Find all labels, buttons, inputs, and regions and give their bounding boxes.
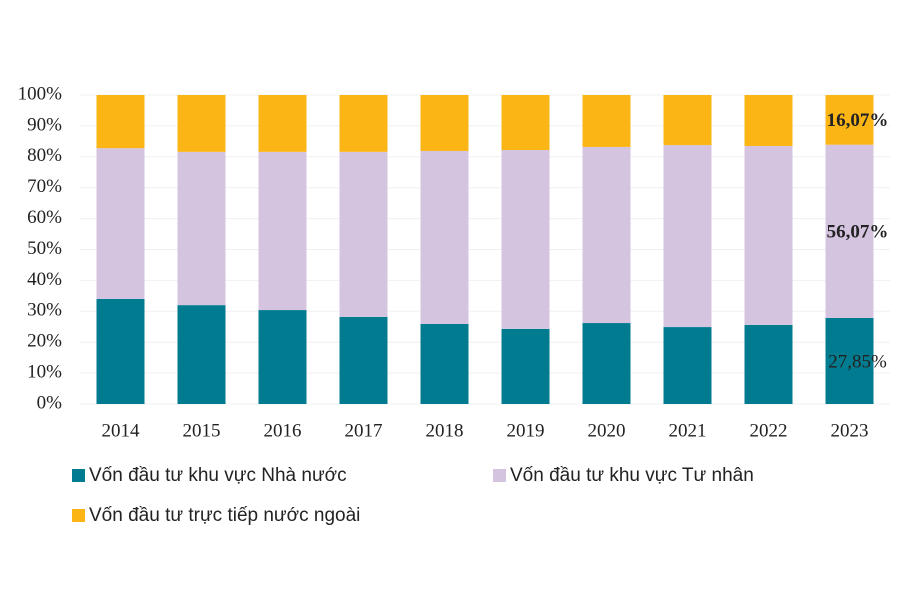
bar-segment	[96, 95, 145, 149]
bar-segment	[663, 145, 712, 328]
x-tick-label: 2017	[345, 420, 383, 441]
bar-segment	[501, 150, 550, 329]
value-label: 56,07%	[827, 222, 889, 243]
legend-swatch	[493, 469, 506, 482]
y-tick-label: 50%	[27, 238, 62, 259]
y-tick-label: 0%	[37, 392, 63, 413]
bar-segment	[825, 317, 874, 404]
x-tick-label: 2019	[507, 420, 545, 441]
bar-segment	[420, 323, 469, 404]
x-tick-label: 2018	[426, 420, 464, 441]
y-tick-label: 90%	[27, 114, 62, 135]
y-tick-label: 40%	[27, 269, 62, 290]
y-tick-label: 30%	[27, 300, 62, 321]
bar-segment	[582, 95, 631, 147]
value-label: 27,85%	[828, 351, 887, 372]
bar-segment	[96, 298, 145, 404]
x-tick-label: 2014	[102, 420, 141, 441]
bar-segment	[582, 146, 631, 324]
bar-segment	[663, 327, 712, 404]
bar-segment	[258, 310, 307, 404]
bar-segment	[339, 151, 388, 317]
bar-segment	[177, 305, 226, 404]
y-tick-label: 80%	[27, 145, 62, 166]
bar-segment	[177, 95, 226, 152]
bar-segment	[825, 95, 874, 145]
bar-segment	[420, 95, 469, 151]
x-tick-label: 2020	[588, 420, 626, 441]
bar-segment	[339, 95, 388, 152]
value-label: 16,07%	[827, 110, 889, 131]
bar-segment	[663, 95, 712, 146]
legend-label: Vốn đầu tư trực tiếp nước ngoài	[89, 505, 360, 526]
legend-label: Vốn đầu tư khu vực Tư nhân	[510, 465, 754, 486]
bar-segment	[177, 151, 226, 306]
bar-segment	[501, 95, 550, 151]
bar-segment	[825, 144, 874, 318]
x-tick-label: 2022	[750, 420, 788, 441]
legend-swatch	[72, 509, 85, 522]
legend-label: Vốn đầu tư khu vực Nhà nước	[89, 465, 347, 486]
x-tick-label: 2021	[669, 420, 707, 441]
bar-segment	[258, 151, 307, 311]
bar-segment	[258, 95, 307, 152]
bar-segment	[339, 316, 388, 404]
bar-segment	[744, 95, 793, 146]
legend-swatch	[72, 469, 85, 482]
y-tick-label: 60%	[27, 207, 62, 228]
x-tick-label: 2016	[264, 420, 302, 441]
x-tick-label: 2015	[183, 420, 221, 441]
y-tick-label: 100%	[18, 83, 63, 104]
y-tick-label: 10%	[27, 361, 62, 382]
y-tick-label: 70%	[27, 176, 62, 197]
bar-segment	[501, 328, 550, 404]
bar-segment	[582, 323, 631, 404]
bar-segment	[744, 145, 793, 325]
bar-segment	[420, 150, 469, 324]
bar-segment	[744, 324, 793, 404]
x-tick-label: 2023	[831, 420, 869, 441]
bar-segment	[96, 148, 145, 299]
y-tick-label: 20%	[27, 331, 62, 352]
